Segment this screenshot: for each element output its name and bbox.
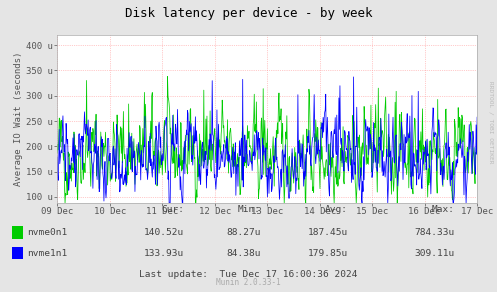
Text: 140.52u: 140.52u: [144, 228, 184, 237]
Text: Min:: Min:: [238, 205, 261, 214]
Text: Disk latency per device - by week: Disk latency per device - by week: [125, 7, 372, 20]
Text: 88.27u: 88.27u: [227, 228, 261, 237]
Text: Cur:: Cur:: [161, 205, 184, 214]
Text: Munin 2.0.33-1: Munin 2.0.33-1: [216, 278, 281, 287]
Text: 309.11u: 309.11u: [414, 248, 455, 258]
Text: nvme1n1: nvme1n1: [27, 249, 68, 258]
Text: Avg:: Avg:: [325, 205, 348, 214]
Text: Last update:  Tue Dec 17 16:00:36 2024: Last update: Tue Dec 17 16:00:36 2024: [139, 270, 358, 279]
Text: nvme0n1: nvme0n1: [27, 228, 68, 237]
Text: 84.38u: 84.38u: [227, 248, 261, 258]
Text: RRDTOOL / TOBI OETIKER: RRDTOOL / TOBI OETIKER: [489, 81, 494, 164]
Text: 179.85u: 179.85u: [308, 248, 348, 258]
Y-axis label: Average IO Wait (seconds): Average IO Wait (seconds): [14, 52, 23, 186]
Text: 784.33u: 784.33u: [414, 228, 455, 237]
Text: 133.93u: 133.93u: [144, 248, 184, 258]
Text: Max:: Max:: [432, 205, 455, 214]
Text: 187.45u: 187.45u: [308, 228, 348, 237]
